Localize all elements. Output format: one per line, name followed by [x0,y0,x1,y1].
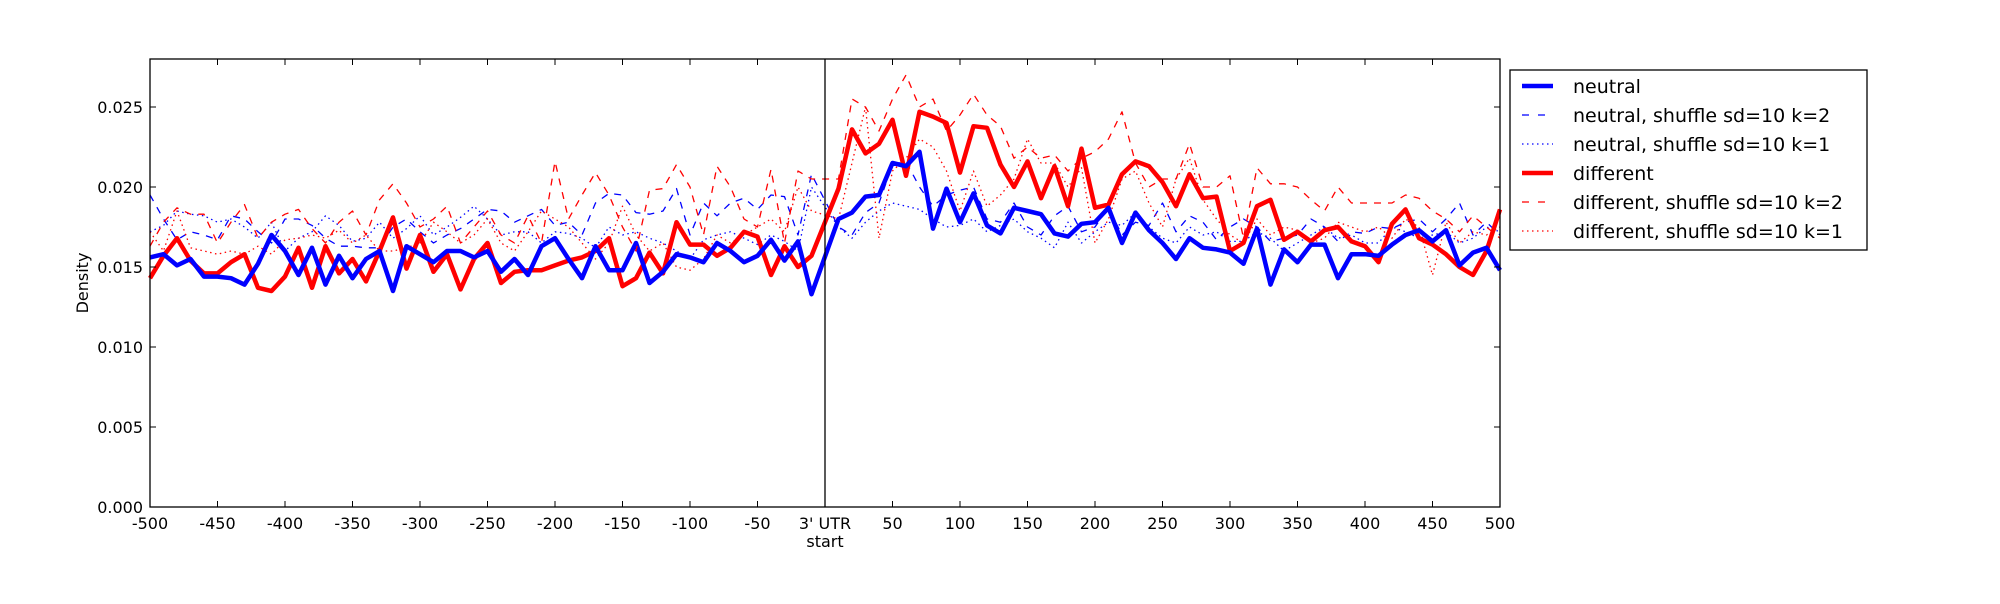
x-tick-label: 3' UTR [799,514,851,533]
legend-label: neutral, shuffle sd=10 k=2 [1573,105,1830,127]
x-tick-label: -100 [672,514,708,533]
x-tick-label: 200 [1080,514,1111,533]
y-tick-label: 0.005 [97,418,143,437]
x-tick-label: 300 [1215,514,1246,533]
legend-label: different, shuffle sd=10 k=1 [1573,221,1843,243]
x-tick-label: 150 [1012,514,1043,533]
y-tick-label: 0.010 [97,338,143,357]
y-tick-label: 0.015 [97,258,143,277]
y-axis-label: Density [73,253,92,314]
x-tick-label: 100 [945,514,976,533]
legend-item-neutral: neutral [1522,76,1641,98]
x-tick-label: 450 [1417,514,1448,533]
legend-item-neutral-shuffle-sd-10-k-2: neutral, shuffle sd=10 k=2 [1522,105,1830,127]
x-tick-label: 50 [882,514,902,533]
x-tick-label-line2: start [806,532,843,551]
x-tick-label: -350 [334,514,370,533]
series-line-neutral-shuffle-sd-10-k-1 [149,186,1501,260]
x-tick-label: 350 [1282,514,1313,533]
x-tick-label: -150 [604,514,640,533]
legend-label: different, shuffle sd=10 k=2 [1573,192,1843,214]
y-tick-label: 0.025 [97,98,143,117]
x-tick-label: 250 [1147,514,1178,533]
legend-item-different-shuffle-sd-10-k-1: different, shuffle sd=10 k=1 [1522,221,1843,243]
legend-item-different: different [1522,163,1654,185]
x-tick-label: -50 [744,514,770,533]
legend-frame [1509,69,1868,251]
x-tick-label: -400 [267,514,303,533]
x-tick-label: 400 [1350,514,1381,533]
y-tick-label: 0.000 [97,498,143,517]
ticks-layer: -500 -450 -400 -350 -300 -250 -200 -150 -100 -50 3… [97,59,1515,551]
legend-label: different [1573,163,1654,185]
legend-item-neutral-shuffle-sd-10-k-1: neutral, shuffle sd=10 k=1 [1522,134,1830,156]
x-tick-label: -200 [537,514,573,533]
y-tick-label: 0.020 [97,178,143,197]
legend-label: neutral [1573,76,1641,98]
legend-label: neutral, shuffle sd=10 k=1 [1573,134,1830,156]
x-tick-label: -450 [199,514,235,533]
legend: neutral neutral, shuffle sd=10 k=2 neutral… [1509,69,1868,251]
legend-item-different-shuffle-sd-10-k-2: different, shuffle sd=10 k=2 [1522,192,1843,214]
series-line-neutral-shuffle-sd-10-k-2 [149,160,1501,249]
x-tick-label: -300 [402,514,438,533]
x-tick-label: -250 [469,514,505,533]
x-tick-label: -500 [132,514,168,533]
x-tick-label: 500 [1485,514,1516,533]
